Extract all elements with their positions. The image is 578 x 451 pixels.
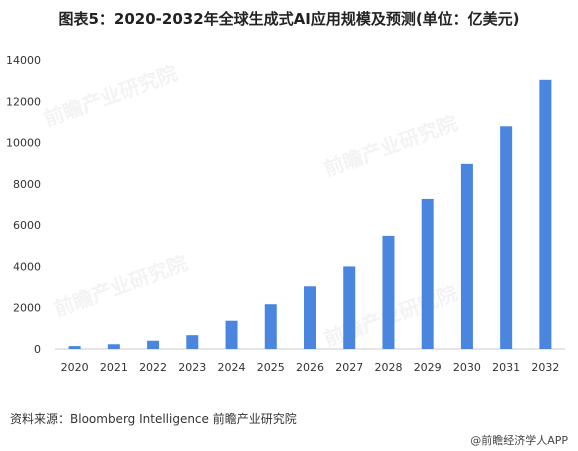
y-axis-ticks: 0 2000 4000 6000 8000 10000 12000 14000 [6, 54, 41, 356]
bar-2027 [343, 266, 356, 349]
x-tick-label: 2025 [257, 361, 285, 374]
chart-area: 0 2000 4000 6000 8000 10000 12000 14000 2020 202… [0, 44, 578, 384]
bar-2025 [264, 304, 277, 349]
x-axis-ticks: 2020 2021 2022 2023 2024 2025 2026 2027 2028 2029… [61, 361, 560, 374]
bar-2029 [421, 198, 434, 349]
y-tick-label: 12000 [6, 95, 41, 108]
bar-2032 [539, 79, 552, 349]
bar-2023 [186, 335, 199, 349]
bar-2026 [304, 286, 316, 349]
x-tick-label: 2032 [531, 361, 559, 374]
chart-title: 图表5：2020-2032年全球生成式AI应用规模及预测(单位：亿美元) [58, 10, 520, 28]
bar-2028 [382, 235, 395, 349]
y-tick-label: 8000 [13, 178, 41, 191]
y-tick-label: 6000 [13, 219, 41, 232]
bars [68, 79, 552, 349]
x-tick-label: 2023 [178, 361, 206, 374]
y-tick-label: 0 [34, 343, 41, 356]
x-tick-label: 2020 [61, 361, 89, 374]
x-tick-label: 2030 [453, 361, 481, 374]
x-tick-label: 2031 [492, 361, 520, 374]
brand-credit: @前瞻经济学人APP [470, 434, 568, 447]
bar-2021 [107, 344, 120, 349]
bar-2022 [147, 340, 160, 349]
bar-2030 [460, 163, 473, 349]
x-tick-label: 2028 [374, 361, 402, 374]
x-tick-label: 2022 [139, 361, 167, 374]
y-tick-label: 4000 [13, 260, 41, 273]
x-tick-label: 2026 [296, 361, 324, 374]
bar-2031 [500, 126, 513, 349]
y-tick-label: 14000 [6, 54, 41, 67]
source-note: 资料来源：Bloomberg Intelligence 前瞻产业研究院 [10, 412, 297, 426]
x-tick-label: 2024 [218, 361, 246, 374]
y-tick-label: 10000 [6, 137, 41, 150]
x-tick-label: 2027 [335, 361, 363, 374]
bar-2020 [68, 346, 81, 349]
bar-2024 [225, 320, 238, 349]
y-tick-label: 2000 [13, 302, 41, 315]
x-tick-label: 2021 [100, 361, 128, 374]
x-tick-label: 2029 [414, 361, 442, 374]
